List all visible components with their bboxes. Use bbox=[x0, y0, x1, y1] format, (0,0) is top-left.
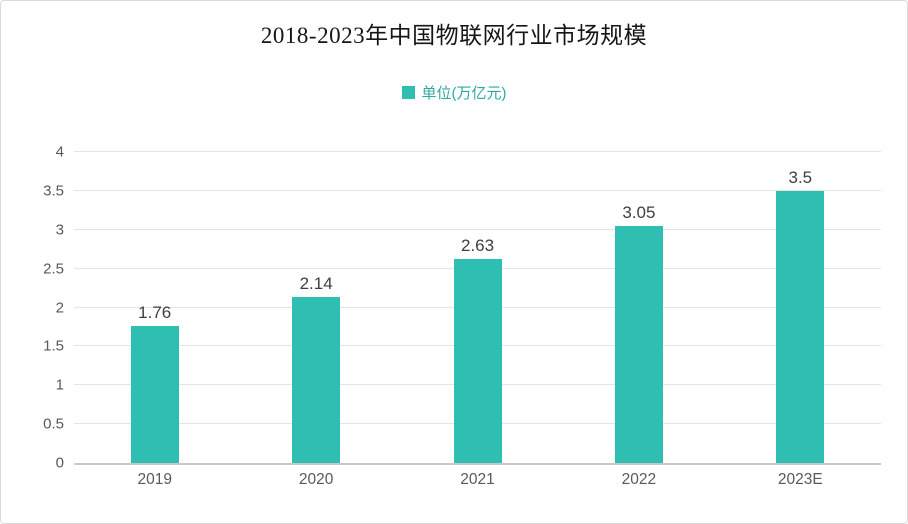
bar bbox=[776, 190, 825, 463]
gridline bbox=[74, 228, 881, 230]
bar-value-label: 3.05 bbox=[622, 202, 656, 222]
chart-title: 2018-2023年中国物联网行业市场规模 bbox=[260, 23, 648, 48]
y-tick-label: 1 bbox=[55, 376, 64, 394]
legend-swatch-icon bbox=[401, 86, 415, 99]
x-axis-labels: 2019 2020 2021 2022 2023E bbox=[74, 471, 881, 489]
x-tick-label: 2021 bbox=[460, 471, 495, 488]
y-tick-label: 4 bbox=[55, 143, 64, 161]
bar-group: 3.05 bbox=[558, 152, 719, 463]
y-tick-label: 1.5 bbox=[43, 337, 64, 355]
bar-value-label: 1.76 bbox=[138, 303, 172, 323]
y-tick-label: 0 bbox=[55, 454, 64, 472]
y-tick-label: 0.5 bbox=[43, 415, 64, 433]
bar-group: 2.14 bbox=[235, 152, 396, 463]
bar-value-label: 2.63 bbox=[460, 235, 495, 255]
x-tick-label: 2023E bbox=[777, 471, 823, 488]
bar-value-label: 2.14 bbox=[299, 273, 333, 293]
bar-group: 2.63 bbox=[397, 152, 558, 463]
legend-label: 单位(万亿元) bbox=[421, 85, 507, 102]
legend: 单位(万亿元) bbox=[1, 82, 907, 103]
bar-group: 1.76 bbox=[74, 152, 235, 463]
bar-group: 3.5 bbox=[720, 152, 881, 463]
bar bbox=[453, 258, 502, 463]
gridline bbox=[74, 151, 881, 152]
bar bbox=[292, 296, 341, 463]
y-tick-label: 2.5 bbox=[43, 260, 64, 278]
bar bbox=[130, 326, 179, 463]
gridline bbox=[74, 189, 881, 191]
y-tick-label: 3.5 bbox=[43, 182, 64, 200]
x-tick-label: 2022 bbox=[621, 471, 657, 488]
bar bbox=[614, 225, 663, 463]
x-tick-label: 2019 bbox=[137, 471, 172, 488]
y-tick-label: 2 bbox=[55, 299, 64, 316]
y-tick-label: 3 bbox=[55, 221, 64, 239]
bar-series: 1.76 2.14 2.63 3.05 3.5 bbox=[74, 152, 881, 463]
bar-value-label: 3.5 bbox=[788, 167, 813, 187]
plot-area: 0 0.5 1 1.5 2 2.5 3 3.5 4 1.76 2.14 2.63 3.05 3.5 bbox=[43, 144, 881, 472]
x-tick-label: 2020 bbox=[298, 471, 334, 488]
